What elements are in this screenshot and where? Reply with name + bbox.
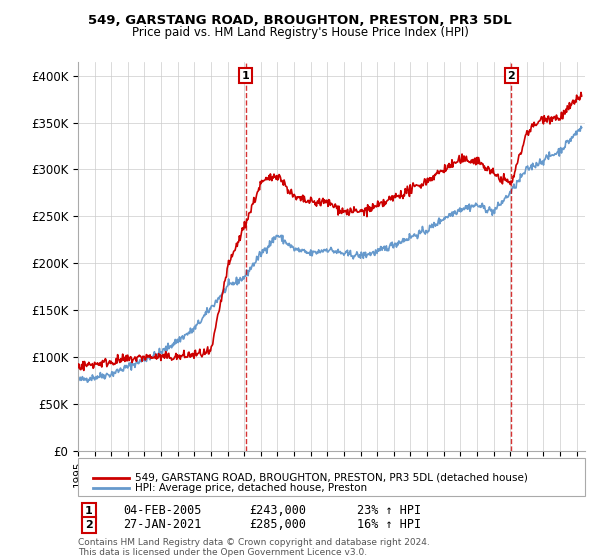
Text: 27-JAN-2021: 27-JAN-2021 [123, 518, 202, 531]
Text: Price paid vs. HM Land Registry's House Price Index (HPI): Price paid vs. HM Land Registry's House … [131, 26, 469, 39]
Text: 2: 2 [85, 520, 92, 530]
Text: 23% ↑ HPI: 23% ↑ HPI [357, 504, 421, 517]
Text: HPI: Average price, detached house, Preston: HPI: Average price, detached house, Pres… [135, 483, 367, 493]
Text: £285,000: £285,000 [249, 518, 306, 531]
Text: 549, GARSTANG ROAD, BROUGHTON, PRESTON, PR3 5DL: 549, GARSTANG ROAD, BROUGHTON, PRESTON, … [88, 14, 512, 27]
Text: 1: 1 [85, 506, 92, 516]
Text: 1: 1 [242, 71, 250, 81]
Text: 2: 2 [508, 71, 515, 81]
Text: 04-FEB-2005: 04-FEB-2005 [123, 504, 202, 517]
Text: 16% ↑ HPI: 16% ↑ HPI [357, 518, 421, 531]
Text: £243,000: £243,000 [249, 504, 306, 517]
Text: Contains HM Land Registry data © Crown copyright and database right 2024.
This d: Contains HM Land Registry data © Crown c… [78, 538, 430, 557]
Text: 549, GARSTANG ROAD, BROUGHTON, PRESTON, PR3 5DL (detached house): 549, GARSTANG ROAD, BROUGHTON, PRESTON, … [135, 473, 528, 483]
